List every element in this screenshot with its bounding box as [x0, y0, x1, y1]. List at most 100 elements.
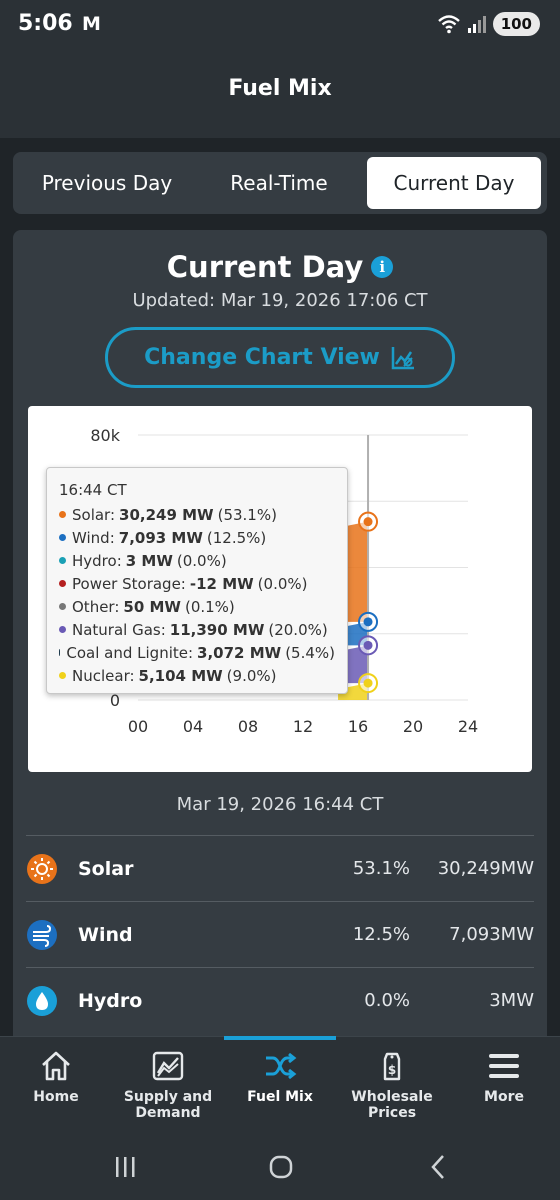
- tooltip-row: Natural Gas: 11,390 MW (20.0%): [59, 618, 335, 641]
- fuel-megawatts: 7,093MW: [449, 924, 534, 945]
- price-tag-icon: $: [383, 1052, 401, 1081]
- nav-home-label: Home: [33, 1089, 79, 1105]
- day-selector: Previous Day Real-Time Current Day: [13, 152, 547, 214]
- tooltip-series-name: Nuclear:: [72, 666, 135, 685]
- tooltip-row: Solar: 30,249 MW (53.1%): [59, 503, 335, 526]
- tooltip-series-percent: (20.0%): [268, 620, 328, 639]
- fuel-percent: 53.1%: [352, 858, 410, 879]
- fuel-mix-chart[interactable]: 0 80k 00 04 08 12 16 20 24 16:44 CT Solar: 30,249…: [28, 406, 532, 772]
- svg-text:$: $: [388, 1063, 396, 1077]
- wind-icon: [26, 919, 58, 951]
- x-tick-label: 24: [458, 717, 478, 736]
- legend-dot-icon: [59, 672, 66, 679]
- tooltip-series-name: Wind:: [72, 528, 115, 547]
- nav-supply-label: Supply and Demand: [123, 1089, 213, 1121]
- legend-dot-icon: [59, 603, 66, 610]
- main-content[interactable]: Previous Day Real-Time Current Day Curre…: [0, 138, 560, 1036]
- bottom-navigation: Home Supply and Demand Fuel Mix $ Wholes…: [0, 1036, 560, 1132]
- sun-icon: [26, 853, 58, 885]
- legend-dot-icon: [59, 557, 66, 564]
- nav-supply-and-demand[interactable]: Supply and Demand: [112, 1049, 224, 1121]
- system-navigation: [0, 1132, 560, 1200]
- home-icon: [42, 1051, 70, 1081]
- tooltip-series-percent: (0.0%): [257, 574, 308, 593]
- fuel-list: Solar 53.1% 30,249MW Wind 12.5% 7,093MW Hydro 0…: [26, 835, 534, 1033]
- tooltip-series-name: Hydro:: [72, 551, 122, 570]
- x-tick-label: 20: [403, 717, 423, 736]
- legend-dot-icon: [59, 626, 66, 633]
- page-title: Fuel Mix: [228, 76, 332, 101]
- fuel-mix-card: Current Day i Updated: Mar 19, 2026 17:0…: [13, 230, 547, 1036]
- tooltip-series-value: 7,093 MW: [118, 528, 203, 547]
- tooltip-series-percent: (12.5%): [206, 528, 267, 547]
- point-dot-solar: [363, 517, 373, 527]
- point-dot-natural-gas: [363, 640, 373, 650]
- tooltip-row: Hydro: 3 MW (0.0%): [59, 549, 335, 572]
- fuel-name: Hydro: [78, 989, 143, 1012]
- fuel-row-solar[interactable]: Solar 53.1% 30,249MW: [26, 835, 534, 901]
- point-dot-nuclear: [363, 678, 373, 688]
- tooltip-row: Wind: 7,093 MW (12.5%): [59, 526, 335, 549]
- fuel-row-hydro[interactable]: Hydro 0.0% 3MW: [26, 967, 534, 1033]
- legend-dot-icon: [59, 511, 66, 518]
- tab-previous-day[interactable]: Previous Day: [41, 171, 173, 195]
- x-tick-label: 00: [128, 717, 148, 736]
- recent-apps-icon[interactable]: [105, 1152, 145, 1182]
- tooltip-series-name: Other:: [72, 597, 120, 616]
- x-tick-label: 16: [348, 717, 368, 736]
- nav-wholesale-prices[interactable]: $ Wholesale Prices: [336, 1049, 448, 1121]
- nav-wholesale-label: Wholesale Prices: [351, 1089, 433, 1121]
- tab-real-time[interactable]: Real-Time: [230, 171, 328, 195]
- y-tick-label: 0: [110, 691, 120, 710]
- fuel-percent: 0.0%: [364, 990, 410, 1011]
- fuel-name: Solar: [78, 857, 134, 880]
- x-tick-label: 04: [183, 717, 203, 736]
- nav-more[interactable]: More: [448, 1049, 560, 1105]
- tooltip-series-name: Solar:: [72, 505, 116, 524]
- legend-dot-icon: [59, 580, 66, 587]
- battery-indicator: 100: [492, 12, 540, 36]
- tooltip-series-percent: (5.4%): [285, 643, 335, 662]
- chart-toggle-icon: [391, 346, 414, 369]
- change-chart-view-button[interactable]: Change Chart View: [105, 327, 455, 388]
- home-button-icon[interactable]: [261, 1152, 301, 1182]
- app-bar: Fuel Mix: [0, 52, 560, 138]
- tooltip-row: Nuclear: 5,104 MW (9.0%): [59, 664, 335, 687]
- wifi-icon: [437, 15, 460, 34]
- back-icon[interactable]: [418, 1152, 458, 1182]
- tooltip-series-percent: (9.0%): [226, 666, 277, 685]
- tooltip-series-value: 3,072 MW: [197, 643, 282, 662]
- nav-fuel-mix[interactable]: Fuel Mix: [224, 1049, 336, 1105]
- nav-home[interactable]: Home: [0, 1049, 112, 1105]
- tooltip-series-value: -12 MW: [189, 574, 254, 593]
- card-title: Current Day: [166, 250, 364, 284]
- fuel-name: Wind: [78, 923, 133, 946]
- updated-timestamp: Updated: Mar 19, 2026 17:06 CT: [132, 290, 428, 311]
- tab-current-day[interactable]: Current Day: [367, 157, 541, 209]
- status-time: 5:06: [18, 11, 73, 36]
- fuel-row-wind[interactable]: Wind 12.5% 7,093MW: [26, 901, 534, 967]
- nav-fuel-label: Fuel Mix: [247, 1089, 313, 1105]
- chart-icon: [152, 1051, 184, 1081]
- tooltip-row: Power Storage: -12 MW (0.0%): [59, 572, 335, 595]
- tooltip-series-value: 50 MW: [123, 597, 181, 616]
- fuel-percent: 12.5%: [352, 924, 410, 945]
- nav-more-label: More: [484, 1089, 524, 1105]
- tooltip-series-percent: (0.0%): [176, 551, 227, 570]
- tooltip-series-value: 5,104 MW: [138, 666, 223, 685]
- tooltip-series-name: Coal and Lignite:: [66, 643, 194, 662]
- info-icon[interactable]: i: [371, 256, 394, 278]
- legend-dot-icon: [59, 649, 61, 656]
- chart-tooltip: 16:44 CT Solar: 30,249 MW (53.1%) Wind: 7,09…: [46, 467, 348, 694]
- tooltip-series-value: 11,390 MW: [169, 620, 265, 639]
- tooltip-row: Other: 50 MW (0.1%): [59, 595, 335, 618]
- tooltip-series-percent: (53.1%): [217, 505, 277, 524]
- card-header: Current Day i: [13, 250, 547, 284]
- point-dot-wind: [363, 617, 373, 627]
- tooltip-series-name: Power Storage:: [72, 574, 186, 593]
- shuffle-icon: [266, 1052, 297, 1080]
- signal-icon: [467, 16, 486, 33]
- menu-icon: [489, 1054, 519, 1078]
- tooltip-series-name: Natural Gas:: [72, 620, 166, 639]
- x-tick-label: 12: [293, 717, 313, 736]
